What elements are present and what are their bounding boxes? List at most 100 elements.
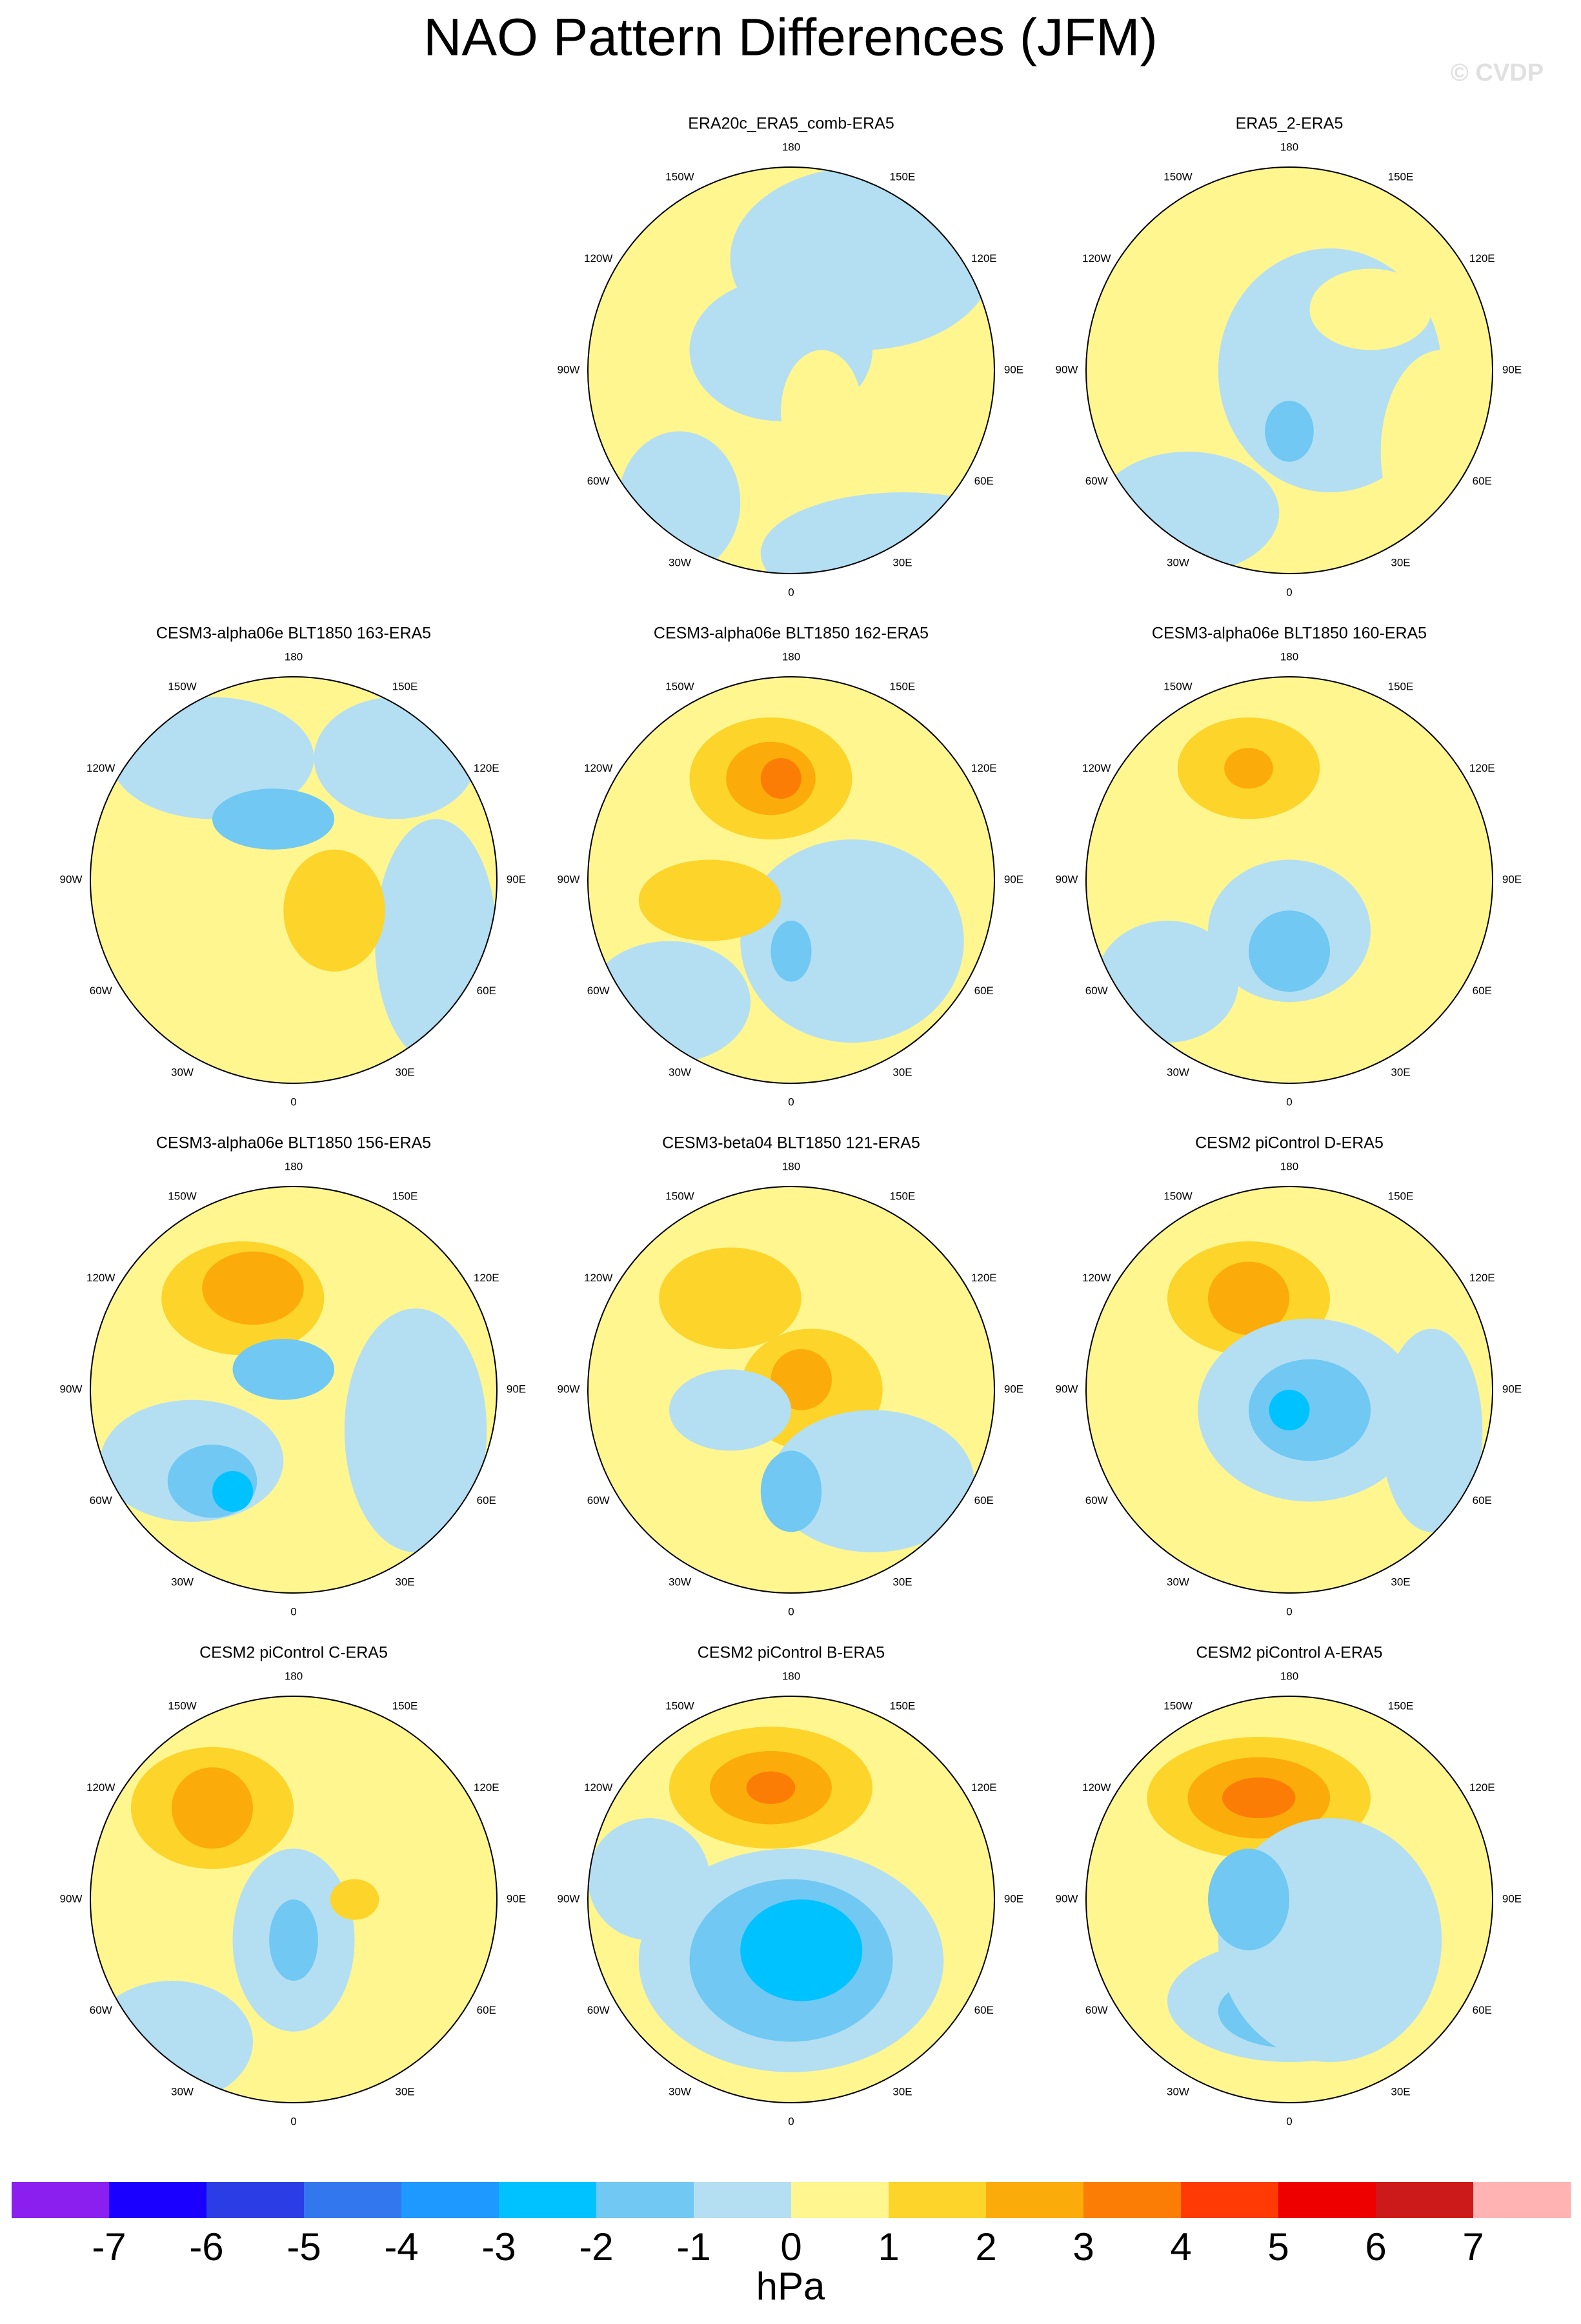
- longitude-label: 30W: [171, 2085, 194, 2098]
- map-border: [587, 1186, 995, 1594]
- longitude-label: 120E: [474, 762, 499, 774]
- anomaly-region: [638, 859, 781, 941]
- colorbar-box: [12, 2182, 110, 2218]
- anomaly-region: [588, 1818, 710, 1940]
- longitude-label: 150W: [1163, 1700, 1192, 1712]
- map-border: [587, 1696, 995, 2103]
- anomaly-region: [283, 849, 385, 972]
- longitude-label: 30E: [892, 1066, 912, 1078]
- colorbar-box: [986, 2182, 1084, 2218]
- colorbar-tick-label: -7: [92, 2225, 126, 2269]
- colorbar-box: [401, 2182, 499, 2218]
- longitude-label: 90W: [558, 363, 580, 376]
- longitude-label: 60E: [477, 2004, 496, 2016]
- longitude-label: 150E: [890, 171, 916, 183]
- anomaly-region: [588, 941, 750, 1063]
- map-panel: CESM3-beta04 BLT1850 121-ERA5 180 150E 120E…: [558, 1134, 1024, 1618]
- colorbar-tick-label: -1: [676, 2225, 710, 2269]
- longitude-label: 150E: [392, 681, 418, 693]
- longitude-label: 60W: [1085, 2004, 1108, 2016]
- field: [588, 1696, 994, 2103]
- anomaly-region: [760, 492, 994, 574]
- map-border: [90, 676, 498, 1084]
- map-border: [1085, 676, 1493, 1084]
- longitude-label: 150E: [1388, 1190, 1414, 1203]
- figure-title: NAO Pattern Differences (JFM): [423, 8, 1158, 67]
- anomaly-region: [1096, 921, 1239, 1043]
- longitude-label: 30W: [669, 556, 691, 568]
- longitude-label: 120W: [584, 252, 612, 265]
- longitude-label: 90E: [507, 1383, 526, 1395]
- panel-title: CESM2 piControl D-ERA5: [1195, 1134, 1384, 1152]
- longitude-label: 90W: [1056, 873, 1078, 885]
- longitude-label: 90W: [60, 873, 83, 885]
- longitude-label: 30E: [892, 2085, 912, 2098]
- longitude-label: 0: [1286, 1096, 1292, 1108]
- field: [90, 1696, 497, 2103]
- colorbar-tick-label: 1: [878, 2225, 899, 2269]
- colorbar-box: [1181, 2182, 1279, 2218]
- longitude-label: 90E: [1502, 873, 1522, 885]
- colorbar-box: [1083, 2182, 1182, 2218]
- longitude-label: 30E: [395, 2085, 414, 2098]
- anomaly-region: [202, 1251, 304, 1325]
- anomaly-region: [1269, 1390, 1310, 1430]
- field: [588, 677, 994, 1083]
- longitude-label: 60W: [90, 1494, 112, 1507]
- longitude-label: 180: [1280, 650, 1298, 663]
- longitude-label: 30E: [892, 556, 912, 568]
- panel-title: ERA5_2-ERA5: [1236, 115, 1344, 133]
- longitude-label: 60E: [477, 1494, 496, 1507]
- longitude-label: 90W: [60, 1383, 83, 1395]
- colorbar-tick-label: -2: [579, 2225, 613, 2269]
- anomaly-region: [212, 1471, 253, 1512]
- anomaly-region: [1249, 910, 1330, 992]
- longitude-label: 120W: [86, 1272, 115, 1284]
- longitude-label: 30W: [1167, 1576, 1189, 1588]
- anomaly-region: [781, 350, 863, 472]
- longitude-label: 120E: [971, 252, 997, 265]
- colorbar-tick-label: 4: [1170, 2225, 1191, 2269]
- anomaly-region: [1222, 1778, 1296, 1818]
- longitude-label: 150E: [392, 1190, 418, 1203]
- map-border: [90, 1696, 498, 2103]
- longitude-label: 150W: [168, 1700, 196, 1712]
- longitude-label: 0: [1286, 2115, 1292, 2127]
- longitude-label: 120W: [1082, 1272, 1111, 1284]
- panel-title: CESM3-alpha06e BLT1850 163-ERA5: [156, 625, 431, 643]
- longitude-label: 30W: [669, 2085, 691, 2098]
- longitude-label: 120W: [1082, 762, 1111, 774]
- longitude-label: 60E: [1473, 1494, 1492, 1507]
- colorbar-tick-label: -4: [384, 2225, 418, 2269]
- anomaly-region: [344, 1308, 487, 1552]
- map-border: [1085, 1186, 1493, 1594]
- longitude-label: 0: [788, 586, 794, 598]
- colorbar-tick-label: 3: [1072, 2225, 1094, 2269]
- longitude-label: 180: [782, 1160, 800, 1172]
- anomaly-region: [1309, 268, 1432, 350]
- colorbar-box: [1473, 2182, 1571, 2218]
- field: [1086, 677, 1493, 1083]
- colorbar-box: [206, 2182, 305, 2218]
- map-border: [587, 676, 995, 1084]
- anomaly-region: [746, 1771, 796, 1804]
- field: [90, 677, 497, 1083]
- longitude-label: 120W: [1082, 1781, 1111, 1794]
- colorbar-box: [304, 2182, 402, 2218]
- longitude-label: 90E: [1502, 363, 1522, 376]
- anomaly-region: [1380, 1328, 1483, 1532]
- panel-title: CESM2 piControl B-ERA5: [698, 1644, 885, 1662]
- longitude-label: 0: [1286, 1605, 1292, 1618]
- longitude-label: 30E: [1391, 2085, 1410, 2098]
- longitude-label: 90E: [1004, 873, 1023, 885]
- longitude-label: 30E: [1391, 1066, 1410, 1078]
- longitude-label: 60W: [587, 1494, 610, 1507]
- longitude-label: 30W: [1167, 2085, 1189, 2098]
- map-panel: CESM2 piControl B-ERA5 180 150E 120E 90E 60E 3…: [558, 1644, 1024, 2128]
- longitude-label: 150W: [1163, 1190, 1192, 1203]
- longitude-label: 150W: [168, 1190, 196, 1203]
- longitude-label: 60W: [90, 985, 112, 997]
- colorbar-box: [1278, 2182, 1376, 2218]
- longitude-label: 90W: [60, 1892, 83, 1905]
